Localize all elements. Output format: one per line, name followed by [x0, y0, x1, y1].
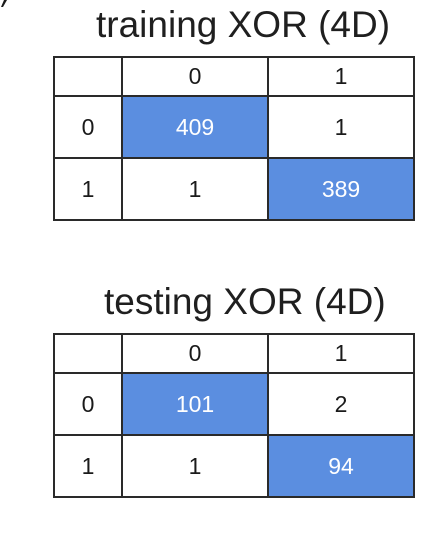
- row-label: 0: [53, 95, 123, 159]
- column-label: 0: [121, 56, 269, 97]
- matrix-row: 1 1 389: [53, 157, 415, 221]
- matrix-cell-diagonal: 389: [267, 157, 415, 221]
- matrix-corner-cell: [53, 56, 123, 97]
- matrix-cell-diagonal: 409: [121, 95, 269, 159]
- matrix-row: 0 409 1: [53, 95, 415, 159]
- matrix-cell: 1: [267, 95, 415, 159]
- row-label: 1: [53, 157, 123, 221]
- corner-fragment-mark: [1, 0, 7, 7]
- testing-matrix-title: testing XOR (4D): [104, 281, 386, 322]
- matrix-cell: 2: [267, 372, 415, 436]
- training-matrix-title: training XOR (4D): [96, 4, 391, 45]
- row-label: 1: [53, 434, 123, 498]
- column-label: 0: [121, 333, 269, 374]
- matrix-row: 1 1 94: [53, 434, 415, 498]
- row-label: 0: [53, 372, 123, 436]
- matrix-cell: 1: [121, 157, 269, 221]
- training-confusion-matrix: 0 1 0 409 1 1 1 389: [53, 56, 415, 221]
- matrix-corner-cell: [53, 333, 123, 374]
- matrix-header-row: 0 1: [53, 56, 415, 97]
- matrix-cell-diagonal: 101: [121, 372, 269, 436]
- column-label: 1: [267, 56, 415, 97]
- testing-confusion-matrix: 0 1 0 101 2 1 1 94: [53, 333, 415, 498]
- matrix-cell-diagonal: 94: [267, 434, 415, 498]
- matrix-cell: 1: [121, 434, 269, 498]
- column-label: 1: [267, 333, 415, 374]
- matrix-row: 0 101 2: [53, 372, 415, 436]
- matrix-header-row: 0 1: [53, 333, 415, 374]
